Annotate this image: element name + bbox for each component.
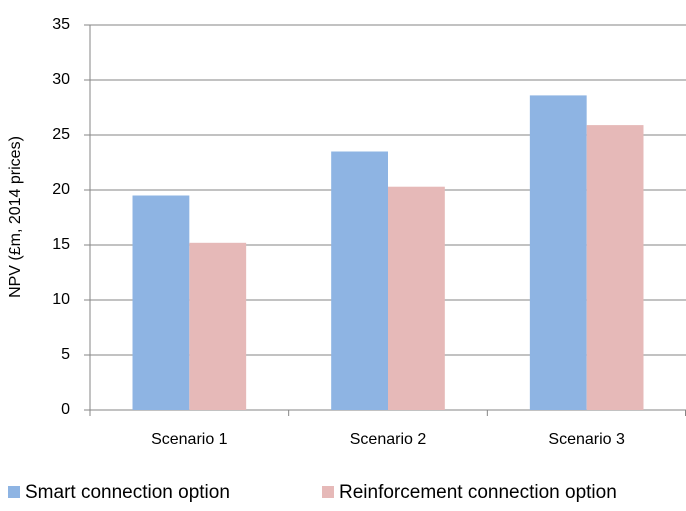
y-tick-label: 0 [61, 401, 70, 418]
bar [331, 151, 388, 410]
y-tick-label: 20 [52, 181, 70, 198]
legend-label: Smart connection option [25, 482, 230, 503]
bar [529, 95, 587, 411]
y-tick-label: 30 [52, 71, 70, 88]
y-tick-label: 25 [52, 126, 70, 143]
x-tick-label: Scenario 1 [151, 431, 228, 448]
legend-swatch [8, 486, 20, 498]
y-axis-title: NPV (£m, 2014 prices) [7, 136, 24, 298]
x-tick-label: Scenario 3 [548, 431, 625, 448]
bar [388, 186, 445, 410]
bar [132, 195, 190, 410]
legend-label: Reinforcement connection option [339, 482, 617, 503]
legend-swatch [322, 486, 334, 498]
bar [586, 125, 644, 410]
y-tick-label: 35 [52, 16, 70, 33]
y-tick-label: 15 [52, 236, 70, 253]
bar [189, 242, 247, 410]
y-tick-label: 10 [52, 291, 70, 308]
x-tick-label: Scenario 2 [350, 431, 427, 448]
y-tick-label: 5 [61, 346, 70, 363]
